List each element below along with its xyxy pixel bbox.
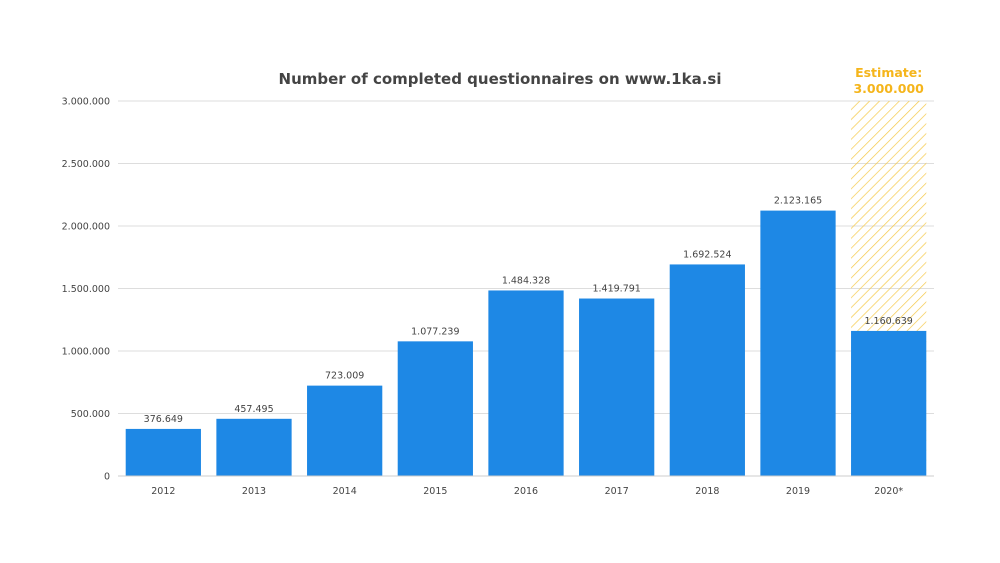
estimate-label-line2: 3.000.000	[853, 81, 924, 96]
bar-2013	[216, 418, 292, 476]
estimate-label-line1: Estimate:	[855, 65, 922, 80]
bar-2020-est	[851, 330, 927, 476]
y-tick-label: 500.000	[71, 409, 110, 420]
x-tick-label: 2018	[695, 486, 719, 497]
y-tick-label: 3.000.000	[62, 97, 110, 108]
y-axis: 0 500.000 1.000.000 1.500.000 2.000.000 2.500…	[62, 97, 110, 483]
data-label: 376.649	[144, 414, 183, 425]
bars	[125, 210, 927, 476]
data-label: 457.495	[234, 404, 273, 415]
x-tick-label: 2014	[333, 486, 357, 497]
data-label: 1.160.639	[864, 316, 912, 327]
x-tick-label: 2012	[151, 486, 175, 497]
chart-title: Number of completed questionnaires on ww…	[279, 70, 722, 88]
data-label: 2.123.165	[774, 196, 822, 207]
y-tick-label: 2.500.000	[62, 159, 110, 170]
bar-2018	[669, 264, 745, 476]
x-tick-label: 2020*	[874, 486, 903, 497]
data-label: 723.009	[325, 371, 364, 382]
data-labels: 376.649 457.495 723.009 1.077.239 1.484.328 1…	[144, 196, 913, 425]
y-tick-label: 1.500.000	[62, 284, 110, 295]
x-tick-label: 2013	[242, 486, 266, 497]
data-label: 1.692.524	[683, 249, 731, 260]
x-tick-label: 2015	[423, 486, 447, 497]
data-label: 1.419.791	[592, 284, 640, 295]
x-tick-label: 2017	[605, 486, 629, 497]
bar-2015	[397, 341, 473, 476]
bar-2016	[488, 290, 564, 476]
y-tick-label: 2.000.000	[62, 222, 110, 233]
data-label: 1.077.239	[411, 326, 459, 337]
x-tick-label: 2019	[786, 486, 810, 497]
bar-2014	[307, 385, 383, 476]
y-tick-label: 1.000.000	[62, 347, 110, 358]
bar-2019	[760, 210, 836, 476]
x-tick-label: 2016	[514, 486, 538, 497]
bar-2017	[579, 298, 655, 476]
data-label: 1.484.328	[502, 275, 550, 286]
x-axis: 2012 2013 2014 2015 2016 2017 2018 2019 2020*	[151, 486, 903, 497]
y-tick-label: 0	[104, 472, 110, 483]
bar-2012	[125, 428, 201, 476]
